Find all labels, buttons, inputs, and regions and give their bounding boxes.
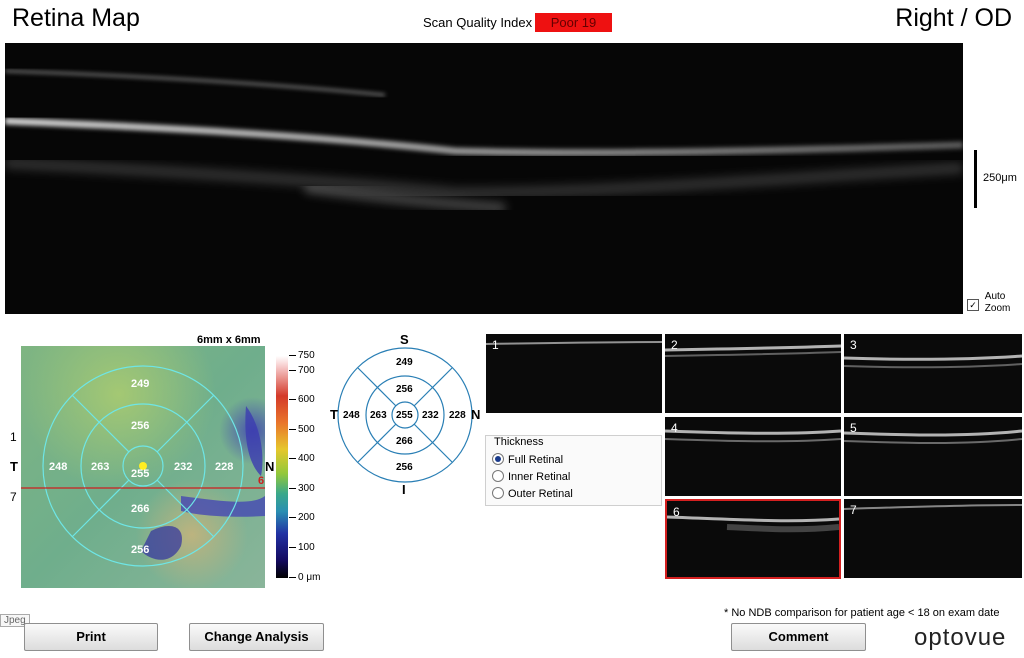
- auto-zoom-label-1: Auto: [984, 291, 1006, 302]
- thumbnail-number: 3: [850, 338, 857, 352]
- thumbnail-number: 1: [492, 338, 499, 352]
- scan-line-end-label: 7: [10, 490, 17, 504]
- map-value-nasal: 228: [215, 461, 234, 473]
- map-value-nasal-inner: 232: [174, 461, 193, 473]
- auto-zoom-control[interactable]: ✓ Auto Zoom: [967, 291, 1010, 315]
- bscan-thumbnail-1[interactable]: 1: [486, 334, 662, 413]
- jpeg-tag: Jpeg: [0, 614, 30, 627]
- sector-value: 228: [449, 410, 466, 421]
- colorbar-tick: 750: [289, 351, 315, 361]
- thickness-options-panel: Thickness Full Retinal Inner Retinal Out…: [485, 435, 662, 506]
- thumbnail-number: 6: [673, 505, 680, 519]
- map-value-center: 255: [131, 468, 150, 480]
- map-size-label: 6mm x 6mm: [197, 334, 261, 346]
- retina-thickness-map[interactable]: 249 256 248 263 255 232 228 266 256: [21, 346, 265, 588]
- sector-value: 263: [370, 410, 387, 421]
- bscan-thumbnail-6-selected[interactable]: 6: [665, 499, 841, 579]
- oct-bscan-image[interactable]: [5, 43, 963, 314]
- temporal-side-label: T: [10, 459, 18, 474]
- bscan-thumbnail-4[interactable]: 4: [665, 417, 841, 496]
- map-value-temporal: 248: [49, 461, 68, 473]
- superior-label: S: [400, 332, 409, 347]
- colorbar-tick: 500: [289, 425, 315, 435]
- radio-selected-icon[interactable]: [492, 453, 504, 466]
- change-analysis-button[interactable]: Change Analysis: [189, 623, 324, 651]
- inferior-label: I: [402, 482, 406, 497]
- ndb-note: * No NDB comparison for patient age < 18…: [724, 607, 1000, 619]
- thumbnail-number: 4: [671, 421, 678, 435]
- print-button[interactable]: Print: [24, 623, 158, 651]
- thumbnail-number: 5: [850, 421, 857, 435]
- temporal-label: T: [330, 407, 338, 422]
- colorbar-tick: 100: [289, 543, 315, 553]
- colorbar-tick: 700: [289, 366, 315, 376]
- scale-label: 250μm: [983, 172, 1017, 184]
- bscan-thumbnail-2[interactable]: 2: [665, 334, 841, 413]
- map-value-superior-inner: 256: [131, 420, 150, 432]
- sector-value: 249: [396, 357, 413, 368]
- colorbar-tick: 200: [289, 513, 315, 523]
- thumbnail-number: 2: [671, 338, 678, 352]
- comment-button[interactable]: Comment: [731, 623, 866, 651]
- nasal-side-label: N: [265, 459, 275, 474]
- sector-value: 232: [422, 410, 439, 421]
- map-value-temporal-inner: 263: [91, 461, 110, 473]
- colorbar-tick: 300: [289, 484, 315, 494]
- radio-full-retinal[interactable]: Full Retinal: [492, 453, 563, 466]
- current-line-label: 6: [258, 475, 265, 487]
- scan-quality-label: Scan Quality Index: [423, 15, 533, 30]
- optovue-logo: optovue: [914, 624, 1007, 651]
- radio-outer-retinal[interactable]: Outer Retinal: [492, 487, 573, 500]
- sector-value: 266: [396, 436, 413, 447]
- eye-label: Right / OD: [895, 4, 1012, 32]
- bscan-thumbnail-7[interactable]: 7: [844, 499, 1022, 578]
- nasal-label: N: [471, 407, 481, 422]
- radio-icon[interactable]: [492, 470, 504, 483]
- scan-line-start-label: 1: [10, 430, 17, 444]
- bscan-thumbnail-3[interactable]: 3: [844, 334, 1022, 413]
- bscan-thumbnail-5[interactable]: 5: [844, 417, 1022, 496]
- scan-quality-badge: Poor 19: [535, 13, 612, 32]
- colorbar-tick: 600: [289, 395, 315, 405]
- colorbar-tick: 400: [289, 454, 315, 464]
- sector-value: 248: [343, 410, 360, 421]
- map-value-inferior-inner: 266: [131, 503, 150, 515]
- auto-zoom-label-2: Zoom: [984, 303, 1011, 314]
- map-value-inferior: 256: [131, 544, 150, 556]
- thumbnail-number: 7: [850, 503, 857, 517]
- radio-icon[interactable]: [492, 487, 504, 500]
- scale-bar: [974, 150, 977, 208]
- colorbar-tick: 0 μm: [289, 573, 320, 583]
- sector-value: 255: [396, 410, 413, 421]
- etdrs-sector-chart: S I T N 249 256 248 263 255 232 228 266 …: [330, 330, 480, 500]
- thickness-colorbar: [276, 356, 288, 578]
- checkbox-icon[interactable]: ✓: [967, 299, 979, 311]
- map-value-superior: 249: [131, 378, 150, 390]
- radio-inner-retinal[interactable]: Inner Retinal: [492, 470, 570, 483]
- sector-value: 256: [396, 462, 413, 473]
- sector-value: 256: [396, 384, 413, 395]
- page-title: Retina Map: [12, 4, 140, 32]
- thickness-panel-title: Thickness: [494, 436, 544, 448]
